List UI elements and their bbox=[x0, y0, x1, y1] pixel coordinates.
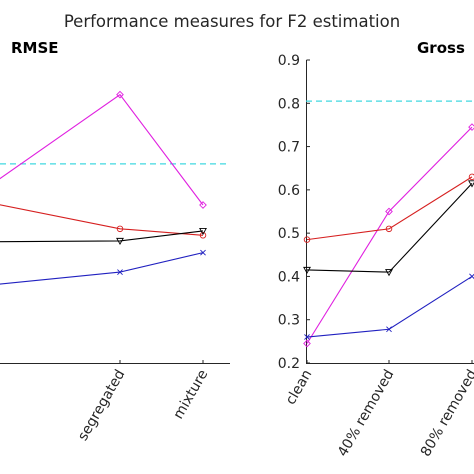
gross-series-red-point-0 bbox=[303, 236, 311, 243]
rmse-series-red-point-1 bbox=[116, 225, 124, 233]
rmse-series-black-point-1 bbox=[116, 237, 124, 246]
gross-series-magenta-point-0 bbox=[303, 339, 311, 348]
gross-ytick-label-1: 0.3 bbox=[278, 313, 300, 329]
gross-panel: Gross 0.2 0.3 0.4 0.5 0.6 0.7 0.8 0.9 clean 40% r… bbox=[278, 39, 474, 460]
figure-title: Performance measures for F2 estimation bbox=[64, 12, 400, 31]
gross-panel-title: Gross bbox=[417, 39, 465, 57]
gross-xtick-label-2: 80% removed bbox=[418, 367, 474, 460]
gross-series-magenta-point-1 bbox=[385, 207, 393, 216]
rmse-series-blue-point-1 bbox=[117, 269, 123, 275]
rmse-series-magenta-point-1 bbox=[116, 90, 124, 99]
gross-series-black-line bbox=[306, 182, 473, 273]
gross-xtick-label-1: 40% removed bbox=[335, 367, 398, 460]
gross-ytick-label-4: 0.6 bbox=[278, 183, 300, 199]
gross-series-magenta-point-2 bbox=[468, 123, 474, 131]
rmse-plot-area: 40% removedsegregatedmixture bbox=[0, 90, 230, 444]
rmse-panel: RMSE 40% removedsegregatedmixture bbox=[0, 39, 230, 444]
gross-series-blue-point-1 bbox=[386, 326, 392, 333]
gross-ytick-label-2: 0.4 bbox=[278, 269, 300, 285]
gross-ytick-label-0: 0.2 bbox=[278, 356, 300, 372]
rmse-series-red-point-2 bbox=[199, 232, 207, 239]
gross-series-black-point-1 bbox=[385, 269, 393, 277]
rmse-series-black-line bbox=[0, 230, 204, 243]
gross-ytick-label-7: 0.9 bbox=[278, 53, 300, 69]
gross-series-blue-line bbox=[306, 275, 473, 338]
gross-series-red-point-2 bbox=[468, 173, 474, 181]
gross-series-red-line bbox=[306, 176, 473, 241]
rmse-series-blue-point-2 bbox=[200, 249, 206, 256]
gross-ytick-label-3: 0.5 bbox=[278, 226, 300, 242]
gross-xtick-label-0: clean bbox=[283, 367, 316, 408]
rmse-series-magenta-point-2 bbox=[199, 201, 207, 209]
rmse-xtick-label-1: segregated bbox=[75, 367, 129, 444]
rmse-series-magenta-line bbox=[0, 93, 204, 206]
rmse-series-blue-line bbox=[0, 252, 204, 285]
rmse-series-red-line bbox=[0, 204, 204, 236]
gross-series-red-point-1 bbox=[385, 225, 393, 233]
rmse-panel-title: RMSE bbox=[11, 39, 59, 57]
gross-ytick-label-6: 0.8 bbox=[278, 96, 300, 112]
gross-series-magenta-line bbox=[306, 126, 473, 344]
gross-plot-area: 0.2 0.3 0.4 0.5 0.6 0.7 0.8 0.9 clean 40% removed… bbox=[278, 53, 474, 460]
rmse-series-black-point-2 bbox=[199, 227, 207, 236]
gross-series-blue-point-2 bbox=[469, 273, 474, 280]
gross-series-blue-point-0 bbox=[304, 334, 310, 340]
gross-series-black-point-0 bbox=[303, 266, 311, 275]
gross-ytick-label-5: 0.7 bbox=[278, 140, 300, 156]
rmse-xtick-label-2: mixture bbox=[170, 367, 211, 422]
